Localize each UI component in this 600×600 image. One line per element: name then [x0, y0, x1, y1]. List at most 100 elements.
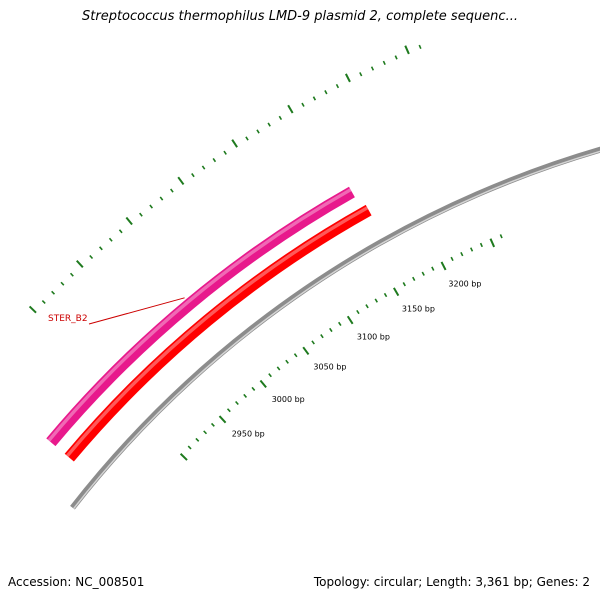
outer-tick-mark	[28, 305, 37, 314]
outer-tick-mark	[170, 188, 174, 193]
inner-tick-mark	[365, 304, 369, 309]
inner-tick-mark	[329, 327, 333, 333]
gene-feature-unnamed-1[interactable]	[64, 204, 372, 462]
inner-tick-mark	[276, 366, 281, 371]
gene-arc-highlight	[65, 206, 369, 458]
inner-tick-mark	[293, 353, 298, 358]
inner-tick-mark	[195, 437, 200, 442]
gene-arc	[46, 186, 355, 447]
inner-tick-mark	[235, 401, 239, 406]
inner-tick-mark	[251, 386, 256, 391]
outer-tick-mark	[89, 254, 94, 260]
inner-tick-mark	[383, 292, 388, 298]
outer-tick-mark	[41, 300, 46, 304]
outer-tick-mark	[370, 66, 375, 71]
outer-tick-mark	[256, 129, 260, 134]
inner-tick-mark	[226, 408, 231, 413]
inner-tick-mark	[320, 334, 324, 339]
outer-tick-mark	[76, 259, 84, 268]
outer-tick-mark	[418, 44, 422, 50]
inner-tick-mark	[450, 256, 454, 262]
inner-tick-mark	[356, 309, 360, 315]
outer-tick-mark	[51, 290, 56, 295]
outer-tick-mark	[191, 173, 195, 178]
outer-tick-mark	[267, 122, 271, 127]
outer-tick-mark	[301, 102, 305, 107]
inner-tick-mark	[268, 373, 272, 378]
tick-label: 2950 bp	[232, 430, 265, 439]
inner-tick-mark	[374, 298, 378, 303]
gene-arc	[64, 204, 372, 462]
outer-tick-mark	[394, 55, 398, 60]
tick-label: 3050 bp	[313, 363, 346, 372]
outer-tick-mark	[69, 272, 74, 277]
tick-label: 3000 bp	[272, 395, 305, 404]
tick-label: 3100 bp	[357, 332, 390, 341]
outer-tick-mark	[324, 90, 328, 95]
inner-tick-mark	[479, 242, 483, 248]
inner-tick-mark	[499, 234, 503, 239]
features-group	[46, 186, 372, 462]
inner-tick-mark	[187, 445, 192, 450]
outer-tick-mark	[118, 229, 123, 234]
outer-tick-mark	[335, 83, 340, 89]
outer-tick-mark	[344, 73, 351, 83]
outer-tick-mark	[245, 136, 249, 141]
outer-tick-mark	[159, 196, 164, 201]
backbone-highlight	[73, 150, 600, 510]
inner-tick-mark	[259, 379, 267, 389]
inner-tick-mark	[218, 415, 227, 424]
gene-label-group: STER_B2	[48, 297, 185, 325]
topology-summary-text: Topology: circular; Length: 3,361 bp; Ge…	[313, 575, 590, 589]
outer-tick-ring	[28, 44, 422, 314]
backbone-group	[70, 146, 600, 510]
gene-arc-highlight	[47, 188, 352, 442]
outer-tick-mark	[108, 237, 113, 242]
inner-tick-mark	[470, 247, 474, 252]
outer-tick-mark	[60, 281, 65, 286]
gene-label-leader-line	[88, 297, 185, 325]
tick-label: 3200 bp	[448, 279, 481, 288]
inner-tick-mark	[402, 282, 406, 287]
backbone-ring	[70, 146, 600, 510]
inner-tick-mark	[412, 276, 416, 282]
inner-tick-mark	[203, 430, 208, 435]
outer-tick-mark	[201, 165, 206, 170]
inner-tick-mark	[243, 393, 248, 398]
inner-tick-mark	[285, 359, 289, 364]
tick-label: 3150 bp	[402, 305, 435, 314]
outer-tick-mark	[223, 150, 227, 155]
outer-tick-mark	[212, 158, 217, 163]
map-title: Streptococcus thermophilus LMD-9 plasmid…	[82, 9, 518, 24]
outer-tick-mark	[125, 216, 133, 226]
outer-tick-mark	[359, 72, 363, 77]
inner-tick-mark	[311, 340, 315, 345]
accession-text: Accession: NC_008501	[8, 575, 145, 589]
outer-tick-mark	[231, 139, 238, 148]
inner-tick-mark	[338, 321, 342, 327]
outer-tick-mark	[99, 246, 103, 251]
inner-tick-mark	[489, 238, 496, 248]
outer-tick-mark	[149, 204, 154, 209]
outer-tick-mark	[139, 212, 143, 217]
inner-tick-mark	[421, 271, 425, 276]
inner-tick-mark	[431, 266, 435, 271]
inner-tick-mark	[179, 453, 188, 461]
tick-label-group: 2950 bp 3000 bp 3050 bp 3100 bp 3150 bp 3200 …	[232, 279, 482, 438]
gene-label-ster-b2[interactable]: STER_B2	[48, 314, 88, 324]
inner-tick-mark	[302, 346, 310, 356]
inner-tick-mark	[440, 261, 447, 271]
gene-feature-ster-b2[interactable]	[46, 186, 355, 447]
outer-tick-mark	[404, 45, 410, 55]
outer-tick-mark	[287, 104, 294, 114]
outer-tick-mark	[177, 176, 185, 186]
outer-tick-mark	[382, 60, 386, 66]
inner-tick-mark	[393, 287, 400, 297]
outer-tick-mark	[278, 115, 283, 121]
inner-tick-mark	[460, 251, 464, 257]
inner-tick-ring	[179, 234, 503, 461]
outer-tick-mark	[312, 96, 317, 101]
inner-tick-mark	[346, 315, 354, 325]
